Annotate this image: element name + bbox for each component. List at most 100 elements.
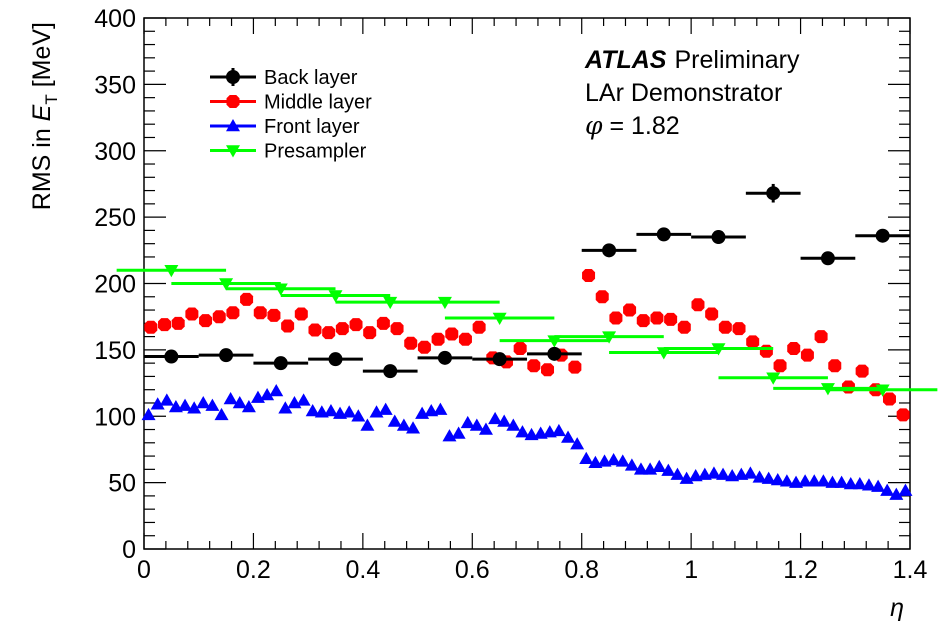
- legend-entry-presampler: Presampler: [210, 141, 367, 163]
- data-point: [404, 336, 418, 350]
- data-point: [431, 332, 445, 346]
- data-point: [472, 320, 486, 334]
- data-point: [363, 326, 377, 340]
- annotation-block: ATLAS Preliminary LAr Demonstrator φ = 1.…: [584, 46, 800, 140]
- data-point: [335, 322, 349, 336]
- y-axis-label-prefix: RMS in: [28, 121, 56, 210]
- legend-marker: [226, 119, 240, 132]
- series-presampler: [116, 264, 938, 397]
- data-point: [807, 474, 822, 487]
- data-point: [716, 467, 731, 480]
- data-point: [761, 471, 776, 484]
- x-tick-label: 0.2: [236, 556, 271, 584]
- data-point: [342, 405, 357, 418]
- data-point: [417, 340, 431, 354]
- data-point: [609, 311, 623, 325]
- data-point: [349, 318, 363, 332]
- data-point: [378, 402, 393, 415]
- data-point: [445, 327, 459, 341]
- data-point: [223, 391, 238, 405]
- data-point: [267, 308, 281, 322]
- data-point: [488, 411, 503, 425]
- data-point: [875, 228, 890, 243]
- data-point: [656, 347, 671, 360]
- data-point: [896, 408, 910, 422]
- data-point: [650, 311, 664, 325]
- series-middle-layer: [144, 269, 910, 422]
- data-point: [624, 458, 639, 471]
- data-point: [834, 475, 849, 488]
- data-point: [871, 479, 886, 492]
- x-tick-label: 1.2: [783, 556, 818, 584]
- data-point: [506, 418, 521, 431]
- data-point: [278, 401, 293, 414]
- data-point: [185, 307, 199, 321]
- data-point: [677, 320, 691, 334]
- x-tick-label: 0.8: [564, 556, 599, 584]
- axes: 0 0.2 0.4 0.6 0.8 1 1.2 1.4 0 50 100 150 200 250 300 35…: [94, 5, 927, 584]
- data-point: [787, 342, 801, 356]
- data-point: [406, 421, 421, 434]
- data-point: [706, 466, 721, 479]
- data-point: [273, 283, 288, 296]
- data-point: [664, 312, 678, 326]
- data-point: [219, 348, 234, 363]
- x-tick-label: 1.4: [893, 556, 928, 584]
- data-point: [141, 407, 156, 421]
- data-point: [623, 303, 637, 317]
- data-point: [551, 423, 566, 437]
- data-point: [376, 316, 390, 330]
- data-point: [458, 332, 472, 346]
- data-point: [196, 395, 211, 409]
- data-point: [281, 319, 295, 333]
- legend-entry-middle-layer: Middle layer: [210, 92, 372, 114]
- data-point: [437, 296, 452, 310]
- data-point: [158, 318, 172, 332]
- y-tick-label: 150: [94, 337, 136, 365]
- data-point: [711, 230, 726, 245]
- data-point: [820, 251, 835, 266]
- y-tick-label: 0: [122, 536, 136, 564]
- data-point: [595, 290, 609, 304]
- data-point: [843, 476, 858, 490]
- data-point: [770, 472, 785, 486]
- annotation-phi-value: = 1.82: [603, 112, 680, 140]
- data-point: [800, 348, 814, 362]
- data-point: [513, 342, 527, 356]
- y-axis-label-var: E: [28, 104, 56, 121]
- annotation-phi: φ = 1.82: [585, 111, 680, 140]
- x-tick-label: 1: [684, 556, 698, 584]
- data-point: [451, 426, 466, 439]
- data-point: [469, 418, 484, 431]
- data-point: [880, 483, 895, 496]
- data-point: [460, 415, 475, 429]
- data-point: [178, 398, 193, 411]
- data-point: [652, 459, 667, 472]
- y-tick-label: 400: [94, 5, 136, 33]
- data-point: [219, 278, 234, 291]
- data-point: [214, 407, 229, 421]
- legend-label: Presampler: [264, 141, 367, 163]
- data-point: [232, 395, 247, 409]
- data-point: [732, 322, 746, 336]
- data-point: [759, 344, 773, 358]
- x-tick-label: 0.4: [345, 556, 380, 584]
- legend-marker: [226, 145, 240, 158]
- data-point: [606, 453, 621, 466]
- data-point: [547, 335, 562, 348]
- data-point: [816, 474, 831, 487]
- data-point: [711, 343, 726, 356]
- legend-entry-front-layer: Front layer: [210, 116, 360, 138]
- data-point: [497, 414, 512, 427]
- y-tick-label: 200: [94, 271, 136, 299]
- data-point: [773, 359, 787, 373]
- data-point: [437, 350, 452, 365]
- x-axis-label: η: [890, 594, 904, 622]
- data-point: [328, 290, 343, 303]
- data-point: [825, 475, 840, 488]
- data-point: [670, 467, 685, 480]
- data-point: [814, 330, 828, 344]
- data-point: [705, 307, 719, 321]
- data-point: [779, 474, 794, 487]
